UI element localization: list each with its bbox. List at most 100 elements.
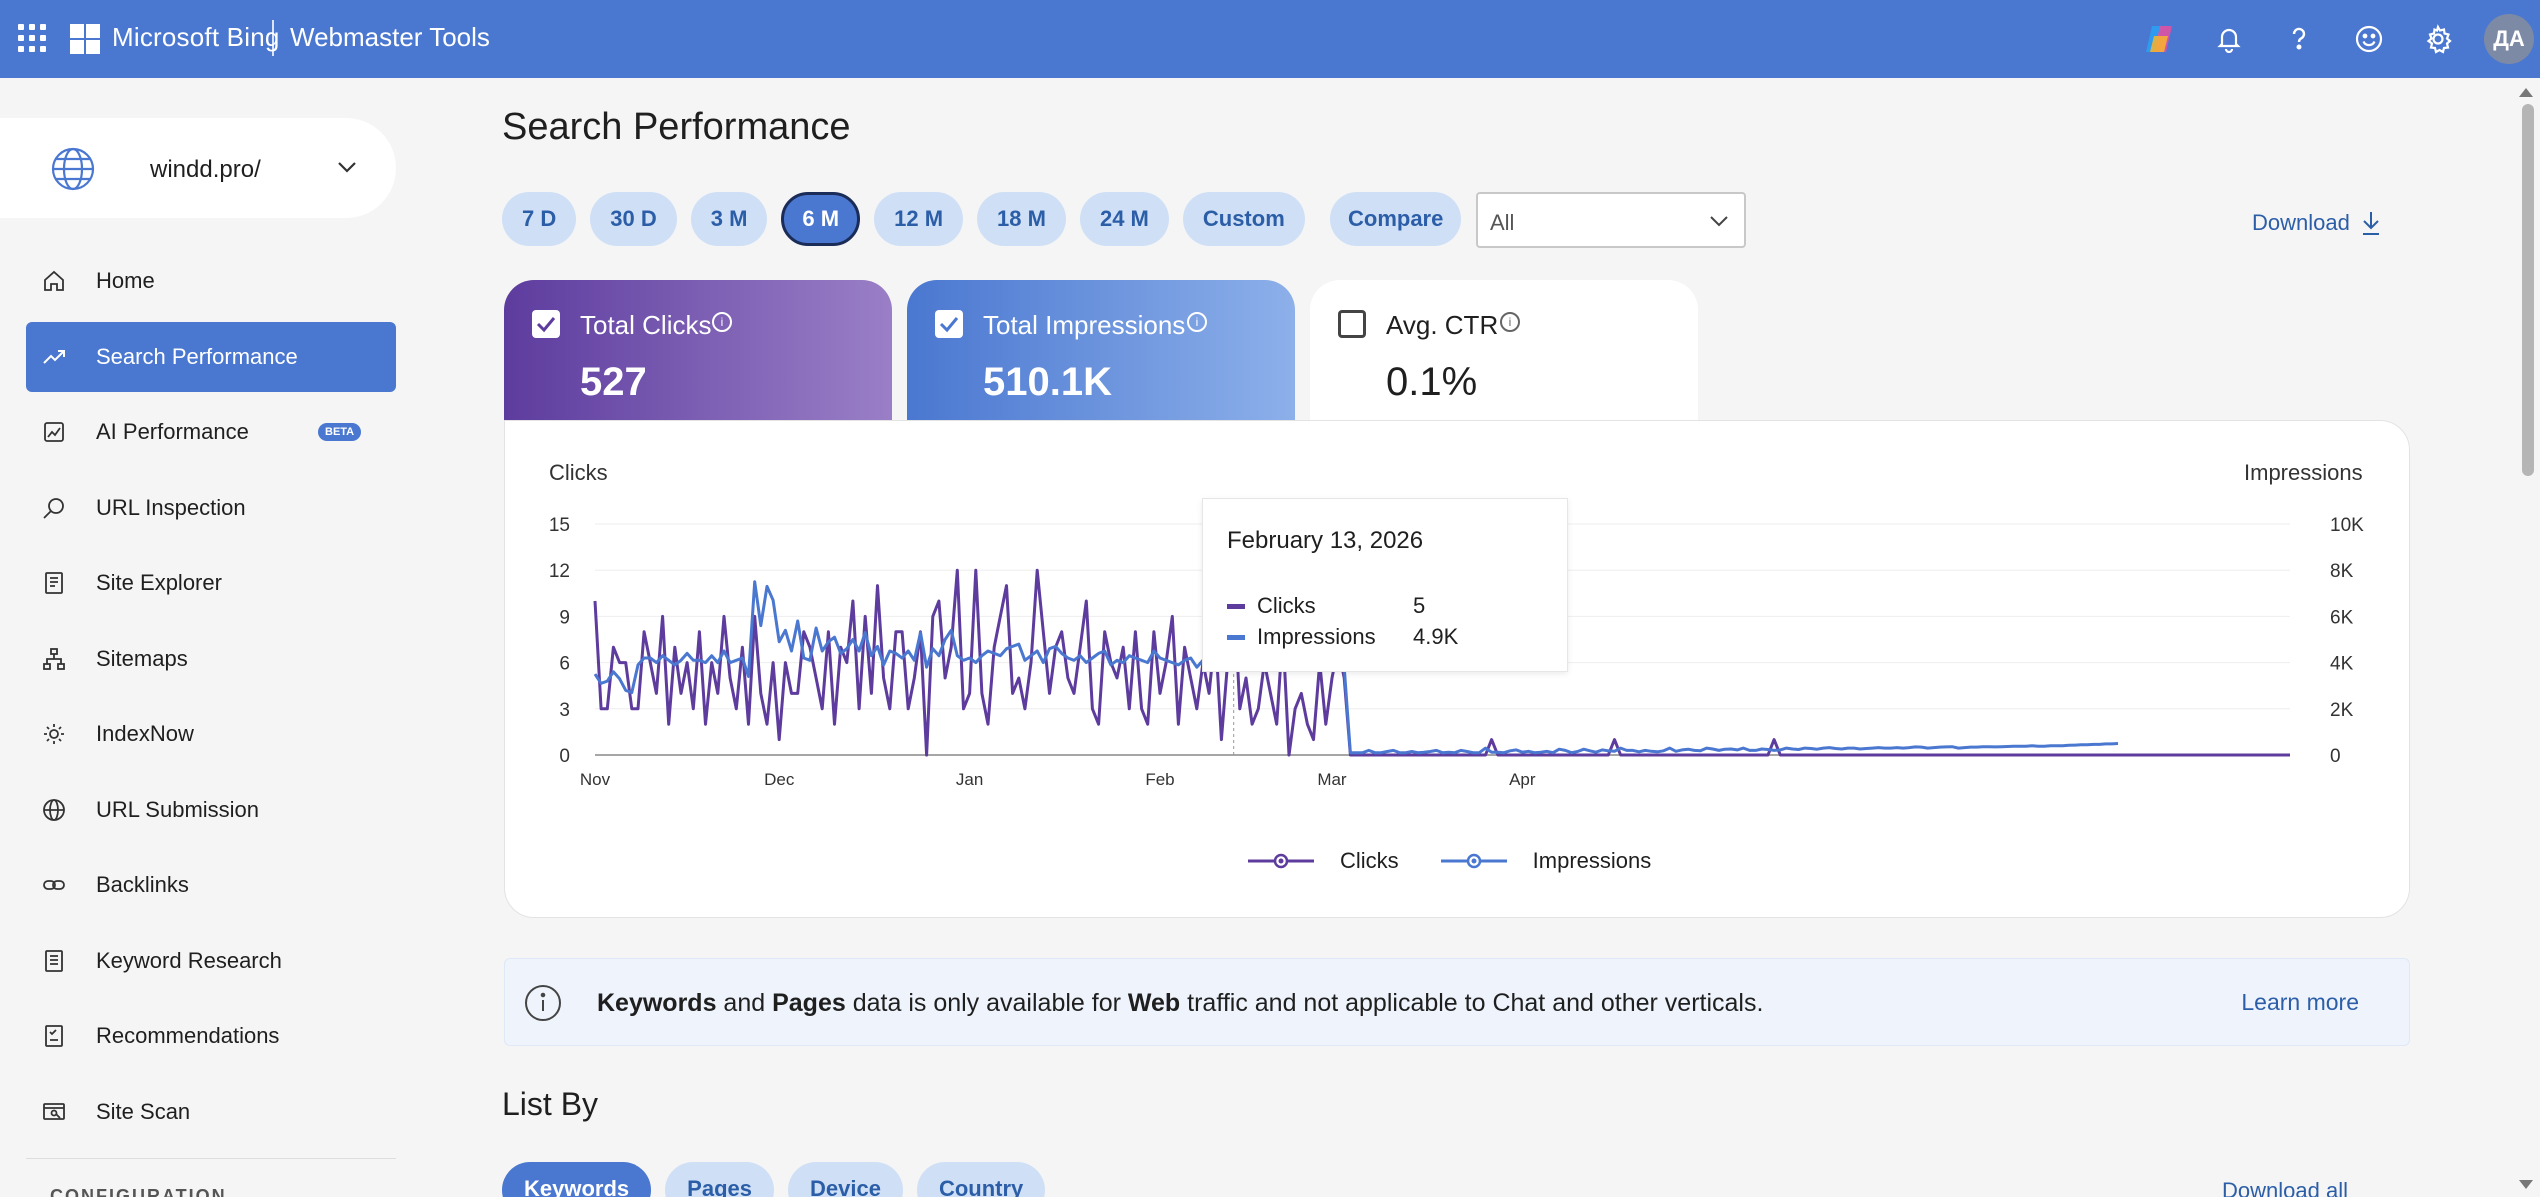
tooltip-row-clicks: Clicks 5 — [1227, 593, 1425, 619]
home-icon — [44, 270, 64, 291]
tooltip-row-impressions: Impressions 4.9K — [1227, 624, 1458, 650]
tooltip-clicks-label: Clicks — [1257, 593, 1316, 618]
sidebar-item-recommendations[interactable]: Recommendations — [26, 1001, 396, 1071]
sidebar-item-label: Site Scan — [96, 1098, 191, 1124]
range-6m-button[interactable]: 6 M — [781, 192, 861, 246]
banner-text: Keywords and Pages data is only availabl… — [597, 989, 1763, 1018]
legend-item-clicks[interactable]: Clicks — [1246, 848, 1399, 874]
total-impressions-card[interactable]: Total Impressions i 510.1K — [907, 280, 1295, 420]
download-label: Download — [2252, 210, 2350, 235]
product-name[interactable]: Webmaster Tools — [290, 22, 490, 52]
total-impressions-value: 510.1K — [983, 360, 1112, 404]
banner-keyword-3: Web — [1127, 989, 1181, 1017]
info-icon — [525, 985, 561, 1021]
info-icon[interactable]: i — [1500, 312, 1520, 332]
download-icon — [2362, 212, 2379, 235]
sidebar-item-label: IndexNow — [96, 721, 194, 746]
legend-item-impressions[interactable]: Impressions — [1439, 848, 1651, 874]
total-impressions-checkbox[interactable] — [935, 310, 963, 338]
list-by-tabs: Keywords Pages Device Country — [502, 1162, 1046, 1197]
globe-icon — [43, 798, 65, 821]
site-scan-icon — [43, 1102, 65, 1120]
sidebar-item-sitemaps[interactable]: Sitemaps — [26, 624, 396, 694]
help-icon[interactable] — [2280, 20, 2318, 58]
clicks-legend-icon — [1248, 853, 1314, 869]
keyword-icon — [45, 949, 63, 972]
site-name: windd.pro/ — [150, 156, 261, 183]
tooltip-clicks-value: 5 — [1413, 593, 1426, 618]
tab-pages[interactable]: Pages — [665, 1162, 774, 1197]
sidebar-item-label: Backlinks — [96, 872, 189, 897]
sidebar-section-label: CONFIGURATION — [50, 1186, 227, 1197]
copilot-icon[interactable] — [2140, 20, 2178, 58]
site-selector[interactable]: windd.pro/ — [0, 118, 396, 218]
range-3m-button[interactable]: 3 M — [690, 192, 768, 246]
total-clicks-card[interactable]: Total Clicks i 527 — [504, 280, 892, 420]
impressions-swatch — [1227, 634, 1245, 640]
avg-ctr-checkbox[interactable] — [1338, 310, 1366, 338]
avatar[interactable]: ДА — [2484, 14, 2534, 64]
range-7d-button[interactable]: 7 D — [502, 192, 577, 246]
sidebar-item-label: Home — [96, 268, 155, 293]
impressions-legend-icon — [1440, 853, 1507, 869]
download-button[interactable]: Download — [2252, 210, 2382, 236]
filter-select[interactable]: All — [1476, 192, 1746, 248]
brand-name[interactable]: Microsoft Bing — [112, 22, 280, 52]
right-axis-title: Impressions — [2244, 460, 2363, 485]
download-all-link[interactable]: Download all — [2222, 1178, 2348, 1197]
total-clicks-checkbox[interactable] — [532, 310, 560, 338]
sidebar-item-site-explorer[interactable]: Site Explorer — [26, 548, 396, 618]
avg-ctr-card[interactable]: Avg. CTR i 0.1% — [1310, 280, 1698, 420]
sidebar-item-url-submission[interactable]: URL Submission — [26, 775, 396, 845]
feedback-icon[interactable] — [2350, 20, 2388, 58]
gear-icon[interactable] — [2419, 20, 2457, 58]
left-axis-title: Clicks — [549, 460, 608, 485]
recommendations-icon — [45, 1025, 63, 1047]
app-launcher-icon[interactable] — [18, 24, 46, 52]
range-30d-button[interactable]: 30 D — [590, 192, 677, 246]
compare-button[interactable]: Compare — [1330, 192, 1462, 246]
range-12m-button[interactable]: 12 M — [874, 192, 964, 246]
banner-text-1: and — [716, 989, 773, 1017]
tab-country[interactable]: Country — [916, 1162, 1046, 1197]
sidebar-item-keyword-research[interactable]: Keyword Research — [26, 926, 396, 996]
sidebar-item-label: AI Performance — [96, 419, 249, 444]
sidebar-item-site-scan[interactable]: Site Scan — [26, 1077, 396, 1147]
sidebar-item-home[interactable]: Home — [26, 246, 396, 316]
sidebar-item-search-performance[interactable]: Search Performance — [26, 321, 396, 392]
filter-select-value: All — [1490, 210, 1515, 235]
clicks-swatch — [1227, 603, 1245, 609]
total-clicks-label: Total Clicks — [580, 310, 712, 340]
checkmark-icon — [536, 317, 556, 333]
learn-more-link[interactable]: Learn more — [2241, 989, 2359, 1015]
scroll-up-arrow[interactable] — [2519, 88, 2533, 97]
scroll-down-arrow[interactable] — [2519, 1180, 2533, 1189]
globe-icon — [51, 147, 95, 191]
info-banner: Keywords and Pages data is only availabl… — [504, 958, 2410, 1046]
trend-icon — [43, 349, 65, 364]
sidebar-item-ai-performance[interactable]: AI Performance BETA — [26, 397, 396, 467]
sidebar-item-url-inspection[interactable]: URL Inspection — [26, 473, 396, 543]
beta-badge: BETA — [318, 423, 362, 441]
sidebar-divider — [26, 1158, 396, 1159]
sidebar-item-label: Sitemaps — [96, 645, 188, 671]
legend-clicks-label: Clicks — [1340, 848, 1399, 873]
top-bar: Microsoft Bing Webmaster Tools ДА — [0, 0, 2540, 78]
sidebar-item-backlinks[interactable]: Backlinks — [26, 850, 396, 920]
info-icon[interactable]: i — [1187, 312, 1207, 332]
tab-device[interactable]: Device — [787, 1162, 903, 1197]
ai-performance-icon — [44, 422, 64, 442]
range-custom-button[interactable]: Custom — [1182, 192, 1305, 246]
chart-tooltip: February 13, 2026 Clicks 5 Impressions 4… — [1202, 498, 1568, 672]
sidebar-item-indexnow[interactable]: IndexNow — [26, 699, 396, 769]
scrollbar-thumb[interactable] — [2522, 104, 2534, 476]
range-24m-button[interactable]: 24 M — [1079, 192, 1169, 246]
bell-icon[interactable] — [2210, 20, 2248, 58]
tab-keywords[interactable]: Keywords — [502, 1162, 652, 1197]
sidebar-item-label: Recommendations — [96, 1023, 280, 1048]
chevron-down-icon — [338, 162, 356, 173]
tooltip-date: February 13, 2026 — [1227, 527, 1424, 554]
info-icon[interactable]: i — [712, 312, 732, 332]
range-18m-button[interactable]: 18 M — [977, 192, 1066, 246]
banner-keyword-2: Pages — [772, 989, 846, 1017]
